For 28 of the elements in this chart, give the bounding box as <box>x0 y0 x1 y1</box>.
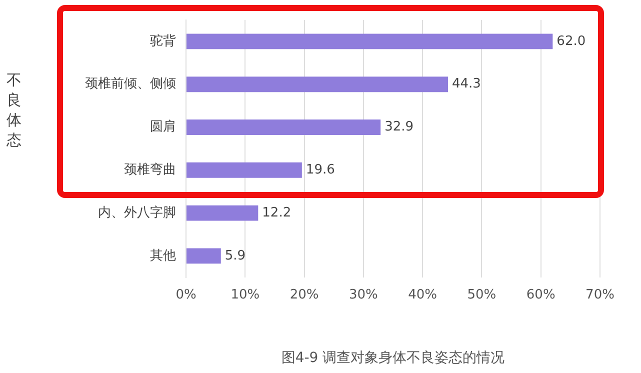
x-tick-label: 0% <box>176 288 196 303</box>
data-label: 5.9 <box>224 248 246 264</box>
bar <box>186 76 448 92</box>
y-tick-label: 圆肩 <box>150 118 176 135</box>
bar <box>186 205 258 221</box>
x-tick-label: 30% <box>348 288 378 303</box>
y-axis-title: 不良体态 <box>6 70 22 150</box>
x-tick-label: 10% <box>230 288 260 303</box>
y-tick-label: 颈椎弯曲 <box>124 162 176 178</box>
x-tick-label: 70% <box>586 288 614 303</box>
y-tick-label: 内、外八字脚 <box>98 204 176 220</box>
data-label: 12.2 <box>262 205 292 220</box>
bar <box>186 162 302 178</box>
bar <box>186 120 381 135</box>
bar <box>186 248 221 264</box>
y-tick-label: 其他 <box>150 248 176 264</box>
y-tick-label: 驼背 <box>150 34 176 49</box>
data-label: 19.6 <box>306 162 335 178</box>
text: 图4-9 调查对象身体不良姿态的情况 <box>280 349 506 367</box>
y-tick-label: 颈椎前倾、侧倾 <box>85 76 176 92</box>
data-label: 62.0 <box>556 34 586 49</box>
x-tick-label: 50% <box>467 288 496 303</box>
x-tick-label: 60% <box>526 288 556 303</box>
bar <box>186 34 553 50</box>
data-label: 44.3 <box>452 76 481 92</box>
x-tick-label: 40% <box>408 288 438 303</box>
x-tick-label: 20% <box>290 288 319 303</box>
data-label: 32.9 <box>384 120 414 135</box>
